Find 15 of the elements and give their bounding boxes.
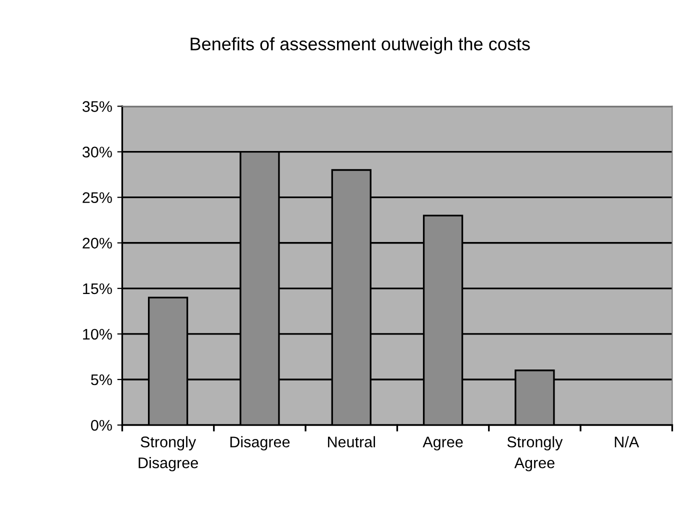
x-tick-label: Agree xyxy=(422,436,463,450)
y-tick-label: 10% xyxy=(83,328,112,340)
y-tick-label: 35% xyxy=(82,101,112,112)
y-tick-label: 15% xyxy=(83,283,112,294)
chart-title: Benefits of assessment outweigh the costs xyxy=(190,37,530,54)
x-tick-label: Disagree xyxy=(230,436,290,450)
y-tick-label: 30% xyxy=(82,146,112,158)
y-tick-label: 5% xyxy=(91,374,112,386)
x-tick-label: Strongly Disagree xyxy=(138,436,198,472)
y-tick-label: 0% xyxy=(91,420,112,431)
y-tick-label: 25% xyxy=(82,192,112,204)
y-tick-label: 20% xyxy=(82,238,112,249)
x-tick-label: Neutral xyxy=(328,436,375,448)
x-tick-label: Strongly Agree xyxy=(507,436,563,472)
x-tick-label: N/A xyxy=(614,436,640,448)
